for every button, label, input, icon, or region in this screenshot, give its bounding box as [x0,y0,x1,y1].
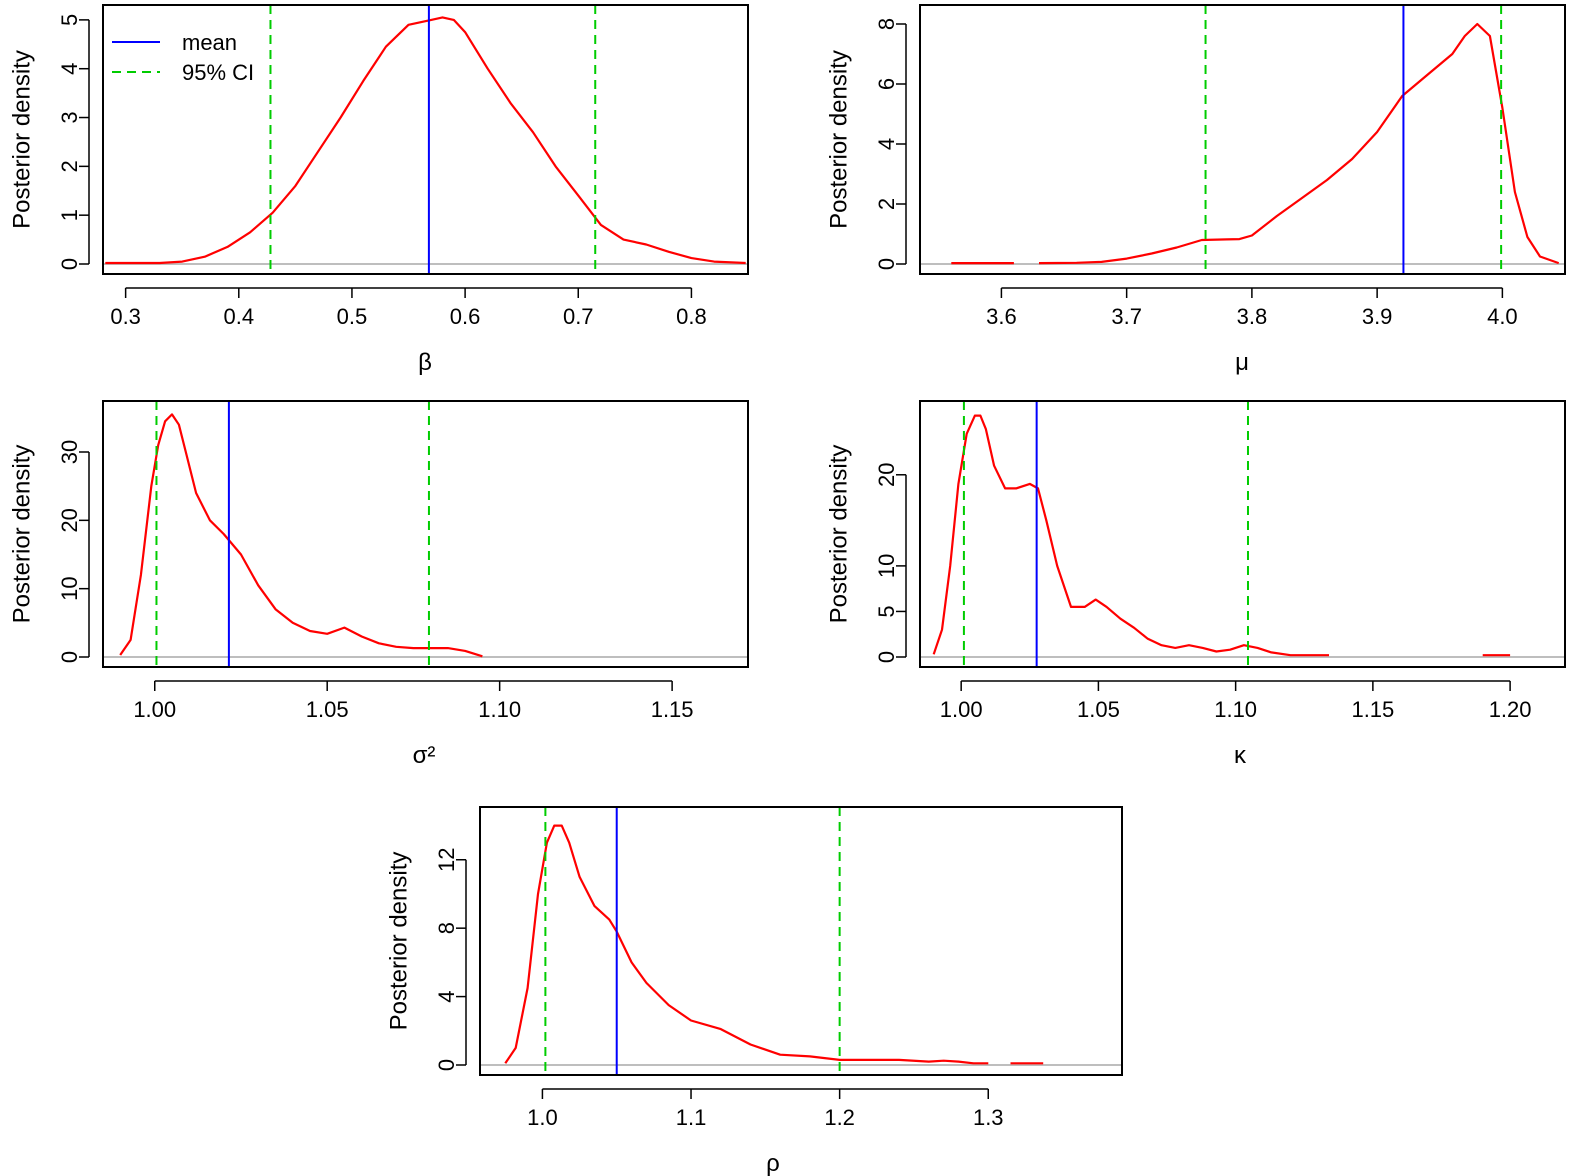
y-tick-label: 1 [57,209,82,221]
x-tick-label: 0.7 [563,304,594,329]
y-tick-label: 20 [874,463,899,487]
x-tick-label: 1.00 [133,697,176,722]
x-tick-label: 1.05 [1077,697,1120,722]
x-tick-label: 3.8 [1237,304,1268,329]
legend-label: mean [182,30,237,55]
plot-frame [102,4,749,275]
x-tick-label: 0.3 [110,304,141,329]
y-tick-label: 20 [57,508,82,532]
x-tick-label: 1.10 [478,697,521,722]
y-axis-title: Posterior density [825,50,852,229]
x-axis-title: β [418,349,432,376]
panel-1: 0.3 0.4 0.5 0.6 0.7 0.8 0 1 2 3 4 5 β Posterior densi… [8,4,749,376]
x-axis-title: κ [1234,742,1247,769]
y-tick-label: 5 [874,605,899,617]
y-axis-title: Posterior density [825,445,852,624]
y-tick-label: 10 [57,576,82,600]
y-tick-label: 0 [57,651,82,663]
plot-frame [919,4,1566,275]
y-tick-label: 12 [434,848,459,872]
y-axis-title: Posterior density [8,445,35,624]
x-tick-label: 1.00 [940,697,983,722]
density-curve [119,413,483,658]
y-tick-label: 6 [874,78,899,90]
panel-4: 1.00 1.05 1.10 1.15 1.20 0 5 10 20 κ Posterior den… [825,400,1566,769]
plot-frame [919,400,1566,668]
y-tick-label: 0 [874,258,899,270]
legend-label: 95% CI [182,60,254,85]
x-tick-label: 1.15 [651,697,694,722]
legend: mean 95% CI [112,30,254,85]
x-tick-label: 0.4 [223,304,254,329]
y-tick-label: 0 [434,1059,459,1071]
panel-2: 3.6 3.7 3.8 3.9 4.0 0 2 4 6 8 μ Posterior density [825,4,1566,376]
x-tick-label: 1.10 [1214,697,1257,722]
x-tick-label: 1.1 [676,1105,707,1130]
plot-frame [102,400,749,668]
x-tick-label: 1.3 [973,1105,1004,1130]
plot-frame [479,806,1123,1076]
x-axis-title: σ² [413,742,436,769]
y-tick-label: 4 [57,63,82,75]
y-tick-label: 2 [874,198,899,210]
x-axis-title: μ [1235,349,1249,376]
panel-3: 1.00 1.05 1.10 1.15 0 10 20 30 σ² Posterior densi… [8,400,749,769]
density-curve [932,414,1329,657]
x-tick-label: 1.20 [1489,697,1532,722]
y-axis-title: Posterior density [8,50,35,229]
y-tick-label: 30 [57,440,82,464]
density-curve [504,824,989,1065]
density-curve [1038,22,1560,265]
x-tick-label: 1.05 [306,697,349,722]
x-axis-title: ρ [766,1150,780,1176]
y-tick-label: 8 [874,18,899,30]
x-tick-label: 3.6 [986,304,1017,329]
y-tick-label: 4 [874,138,899,150]
y-tick-label: 3 [57,111,82,123]
x-tick-label: 1.2 [824,1105,855,1130]
x-tick-label: 0.5 [337,304,368,329]
y-tick-label: 4 [434,990,459,1002]
y-tick-label: 2 [57,160,82,172]
x-tick-label: 3.7 [1111,304,1142,329]
x-tick-label: 0.8 [676,304,707,329]
x-tick-label: 0.6 [450,304,481,329]
x-tick-label: 3.9 [1362,304,1393,329]
x-tick-label: 4.0 [1487,304,1518,329]
y-tick-label: 5 [57,14,82,26]
x-tick-label: 1.15 [1351,697,1394,722]
y-axis-title: Posterior density [385,852,412,1031]
y-tick-label: 8 [434,922,459,934]
density-curve [105,16,746,265]
x-tick-label: 1.0 [527,1105,558,1130]
y-tick-label: 0 [874,651,899,663]
y-tick-label: 10 [874,554,899,578]
panel-5: 1.0 1.1 1.2 1.3 0 4 8 12 ρ Posterior density [385,806,1123,1176]
y-tick-label: 0 [57,258,82,270]
